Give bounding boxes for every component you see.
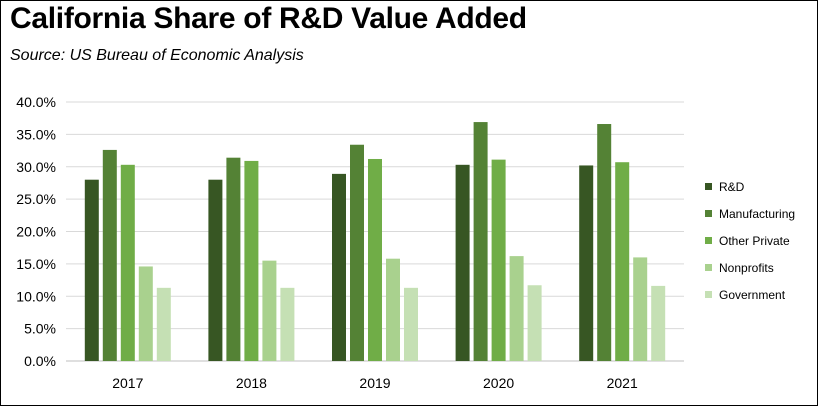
bar-manufacturing-2019 bbox=[350, 144, 364, 361]
x-axis: 2017 2018 2019 2020 2021 bbox=[112, 375, 638, 391]
y-tick-label: 30.0% bbox=[16, 159, 56, 175]
bar-government-2017 bbox=[156, 287, 171, 361]
y-tick-label: 15.0% bbox=[16, 256, 56, 272]
bar-other-private-2021 bbox=[615, 162, 630, 361]
y-tick-label: 20.0% bbox=[16, 224, 56, 240]
chart-subtitle: Source: US Bureau of Economic Analysis bbox=[10, 47, 304, 64]
y-tick-label: 35.0% bbox=[16, 126, 56, 142]
legend-label: R&D bbox=[719, 180, 745, 194]
legend-swatch bbox=[705, 237, 712, 244]
bar-government-2019 bbox=[404, 287, 418, 361]
bar-manufacturing-2021 bbox=[597, 124, 612, 361]
bar-government-2018 bbox=[280, 287, 295, 361]
bar-manufacturing-2020 bbox=[473, 122, 488, 361]
y-tick-label: 0.0% bbox=[24, 353, 56, 369]
bar-other-private-2017 bbox=[120, 164, 135, 361]
x-tick-label: 2017 bbox=[112, 375, 143, 391]
bar-nonprofits-2019 bbox=[386, 258, 400, 361]
legend-swatch bbox=[705, 264, 712, 271]
bar-other-private-2019 bbox=[368, 158, 382, 361]
bar-r-d-2019 bbox=[332, 173, 346, 361]
legend-label: Manufacturing bbox=[719, 207, 795, 221]
y-tick-label: 10.0% bbox=[16, 288, 56, 304]
bar-nonprofits-2021 bbox=[633, 257, 648, 361]
bar-other-private-2018 bbox=[244, 160, 259, 361]
bar-nonprofits-2017 bbox=[138, 266, 153, 361]
legend-swatch bbox=[705, 210, 712, 217]
x-tick-label: 2019 bbox=[359, 375, 390, 391]
bar-r-d-2021 bbox=[579, 165, 594, 361]
bar-nonprofits-2018 bbox=[262, 260, 277, 361]
x-tick-label: 2020 bbox=[483, 375, 514, 391]
y-tick-label: 25.0% bbox=[16, 191, 56, 207]
bar-r-d-2017 bbox=[84, 179, 99, 361]
legend-label: Government bbox=[719, 288, 786, 302]
bar-r-d-2020 bbox=[455, 164, 470, 361]
bar-nonprofits-2020 bbox=[509, 256, 524, 361]
legend-swatch bbox=[705, 183, 712, 190]
chart-title: California Share of R&D Value Added bbox=[10, 2, 527, 35]
bar-r-d-2018 bbox=[208, 179, 223, 361]
bars bbox=[84, 122, 666, 361]
y-tick-label: 40.0% bbox=[16, 94, 56, 110]
legend-label: Nonprofits bbox=[719, 261, 774, 275]
bar-manufacturing-2018 bbox=[226, 157, 241, 361]
y-axis: 0.0% 5.0% 10.0% 15.0% 20.0% 25.0% 30.0% 35.0% 40… bbox=[16, 94, 56, 369]
bar-government-2021 bbox=[651, 285, 666, 361]
legend-label: Other Private bbox=[719, 234, 790, 248]
bar-government-2020 bbox=[527, 285, 542, 361]
x-tick-label: 2021 bbox=[607, 375, 638, 391]
legend: R&D Manufacturing Other Private Nonprofits G… bbox=[705, 180, 795, 302]
legend-swatch bbox=[705, 291, 712, 298]
bar-other-private-2020 bbox=[491, 159, 506, 361]
x-tick-label: 2018 bbox=[236, 375, 267, 391]
bar-manufacturing-2017 bbox=[102, 149, 117, 361]
y-tick-label: 5.0% bbox=[24, 321, 56, 337]
